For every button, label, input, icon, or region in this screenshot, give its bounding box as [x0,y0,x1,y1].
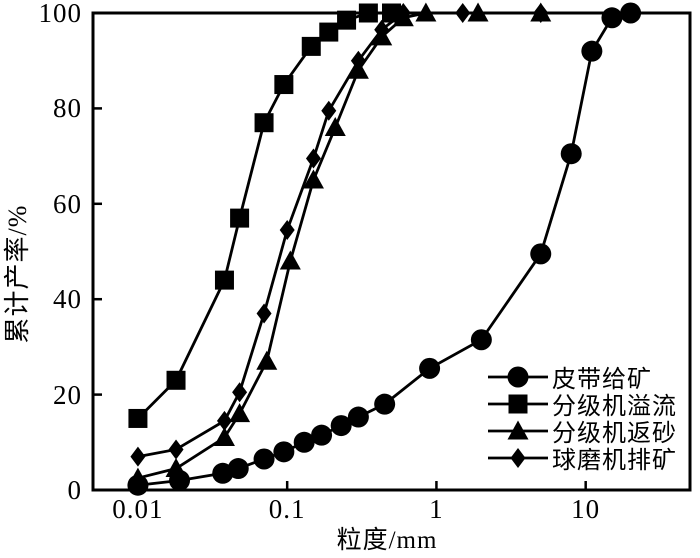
circle-marker [273,441,295,463]
square-marker [214,270,234,290]
legend-label: 球磨机排矿 [552,448,677,474]
circle-marker [293,431,315,453]
circle-marker [620,2,642,24]
square-marker [358,3,378,23]
square-marker [319,22,339,42]
circle-marker [530,243,552,265]
triangle-marker [324,116,346,136]
legend-marker-diamond-icon [488,447,548,468]
circle-marker [507,366,529,387]
y-tick-label: 60 [53,188,82,219]
triangle-marker [213,427,235,447]
y-tick-label: 80 [53,93,82,124]
legend-item: 分级机溢流 [486,390,677,420]
circle-marker [374,393,396,415]
y-tick-label: 100 [38,0,82,28]
x-tick-label: 0.01 [112,494,164,524]
circle-marker [347,406,369,428]
triangle-marker [302,169,324,189]
x-axis-title: 粒度/mm [336,527,438,554]
x-tick-label: 0.1 [268,494,306,524]
series-line-2 [137,11,541,480]
diamond-marker [232,382,248,403]
diamond-marker [279,220,295,241]
triangle-marker [256,350,278,370]
circle-marker [560,143,582,165]
circle-marker [227,458,249,480]
y-tick-label: 40 [53,284,82,315]
triangle-marker [467,2,489,22]
legend-label: 皮带给矿 [552,367,652,393]
y-tick-label: 0 [67,475,82,505]
triangle-marker [127,467,149,487]
circle-marker [601,7,623,29]
legend-marker-circle-icon [488,366,548,387]
square-marker [254,113,274,133]
legend-item: 球磨机排矿 [486,444,677,474]
triangle-marker [165,458,187,478]
square-marker [128,408,148,428]
triangle-marker [507,420,529,439]
diamond-marker [350,50,366,71]
diamond-marker [533,3,549,23]
triangle-marker [279,250,301,270]
diamond-marker [256,303,272,324]
square-marker [508,394,528,413]
diamond-marker [374,19,390,40]
diamond-marker [510,447,526,468]
circle-marker [330,415,352,437]
circle-marker [581,40,603,62]
legend-label: 分级机溢流 [552,394,677,420]
square-marker [337,10,357,30]
circle-marker [470,329,492,351]
square-marker [166,370,186,390]
diamond-marker [216,410,232,431]
circle-marker [311,424,333,446]
square-marker [274,75,294,95]
diamond-marker [455,3,471,23]
square-marker [382,3,401,23]
diamond-marker [168,439,184,460]
circle-marker [253,448,275,470]
y-axis-title: 累计产率/% [3,204,32,344]
series-line-3 [137,11,541,458]
legend-label: 分级机返砂 [552,421,677,447]
legend-marker-square-icon [488,394,548,413]
x-tick-label: 1 [429,494,444,524]
diamond-marker [130,446,146,467]
legend-item: 皮带给矿 [486,363,677,393]
y-tick-label: 20 [53,379,82,410]
x-tick-label: 10 [571,494,601,524]
diamond-marker [395,3,411,23]
diamond-marker [321,100,337,121]
triangle-marker [229,403,251,423]
circle-marker [419,357,441,379]
triangle-marker [415,2,437,22]
square-marker [301,36,321,56]
square-marker [230,208,250,228]
legend-marker-triangle-icon [488,420,548,439]
diamond-marker [305,148,321,169]
legend-item: 分级机返砂 [486,417,677,447]
legend: 皮带给矿 分级机溢流 分级机返砂 球磨机排矿 [486,363,677,474]
